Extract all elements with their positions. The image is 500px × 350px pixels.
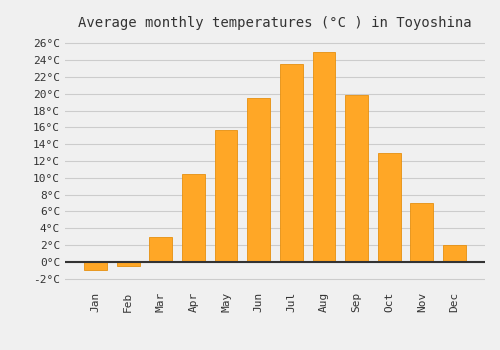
Title: Average monthly temperatures (°C ) in Toyoshina: Average monthly temperatures (°C ) in To… (78, 16, 472, 30)
Bar (345, 96, 368, 262)
Bar (443, 245, 466, 262)
Bar (150, 237, 172, 262)
Bar (410, 203, 434, 262)
Bar (116, 262, 140, 266)
Bar (214, 130, 238, 262)
Bar (312, 52, 336, 262)
Bar (182, 174, 205, 262)
Bar (378, 153, 400, 262)
Bar (248, 98, 270, 262)
Bar (280, 64, 302, 262)
Bar (84, 262, 107, 270)
